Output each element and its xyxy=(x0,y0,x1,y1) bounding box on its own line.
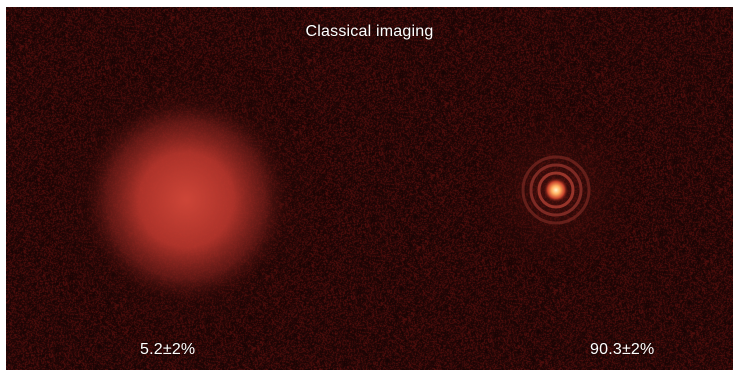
left-diffuse-spot xyxy=(81,95,291,305)
left-spot-value: 5.2±2% xyxy=(140,341,196,358)
beam-spots xyxy=(36,50,646,350)
airy-ring-inner xyxy=(537,171,575,209)
right-focused-core xyxy=(544,178,568,202)
right-spot-value: 90.3±2% xyxy=(590,341,655,358)
airy-ring-outer xyxy=(521,155,591,225)
airy-ring-middle xyxy=(529,163,583,217)
speckle-image: Classical imaging 5.2±2% 90.3±2% xyxy=(6,7,733,370)
image-title: Classical imaging xyxy=(305,23,434,40)
